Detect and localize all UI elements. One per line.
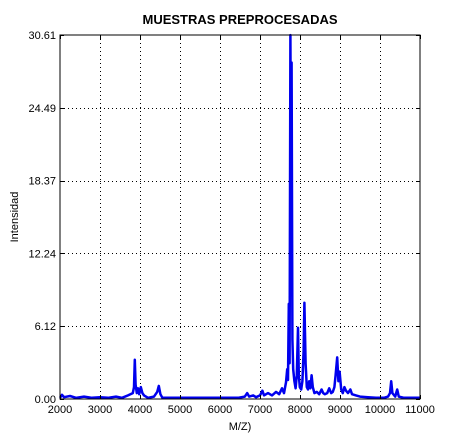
chart-title: MUESTRAS PREPROCESADAS (142, 12, 337, 27)
x-axis-title: M/Z) (229, 421, 252, 433)
series-layer (58, 33, 420, 400)
y-tick-label: 30.61 (28, 30, 56, 42)
grid-layer (60, 35, 420, 399)
spectrum-series-line (58, 33, 420, 400)
x-tick-label: 8000 (288, 404, 312, 416)
tick-layer: 2000 3000 4000 5000 6000 7000 8000 9000 10000 110… (28, 30, 434, 416)
y-tick-label: 6.12 (35, 321, 56, 333)
x-tick-label: 2000 (48, 404, 72, 416)
x-tick-label: 6000 (208, 404, 232, 416)
y-tick-label: 18.37 (28, 176, 56, 188)
x-tick-label: 9000 (328, 404, 352, 416)
x-tick-label: 3000 (88, 404, 112, 416)
y-axis-title: Intensidad (9, 192, 21, 243)
x-tick-label: 4000 (128, 404, 152, 416)
x-tick-label: 11000 (405, 404, 435, 416)
x-tick-label: 5000 (168, 404, 192, 416)
y-tick-label: 0.00 (35, 394, 56, 406)
plot-frame (59, 34, 421, 400)
y-tick-label: 12.24 (28, 248, 56, 260)
x-tick-label: 7000 (248, 404, 272, 416)
y-tick-label: 24.49 (28, 103, 56, 115)
x-tick-label: 10000 (365, 404, 396, 416)
